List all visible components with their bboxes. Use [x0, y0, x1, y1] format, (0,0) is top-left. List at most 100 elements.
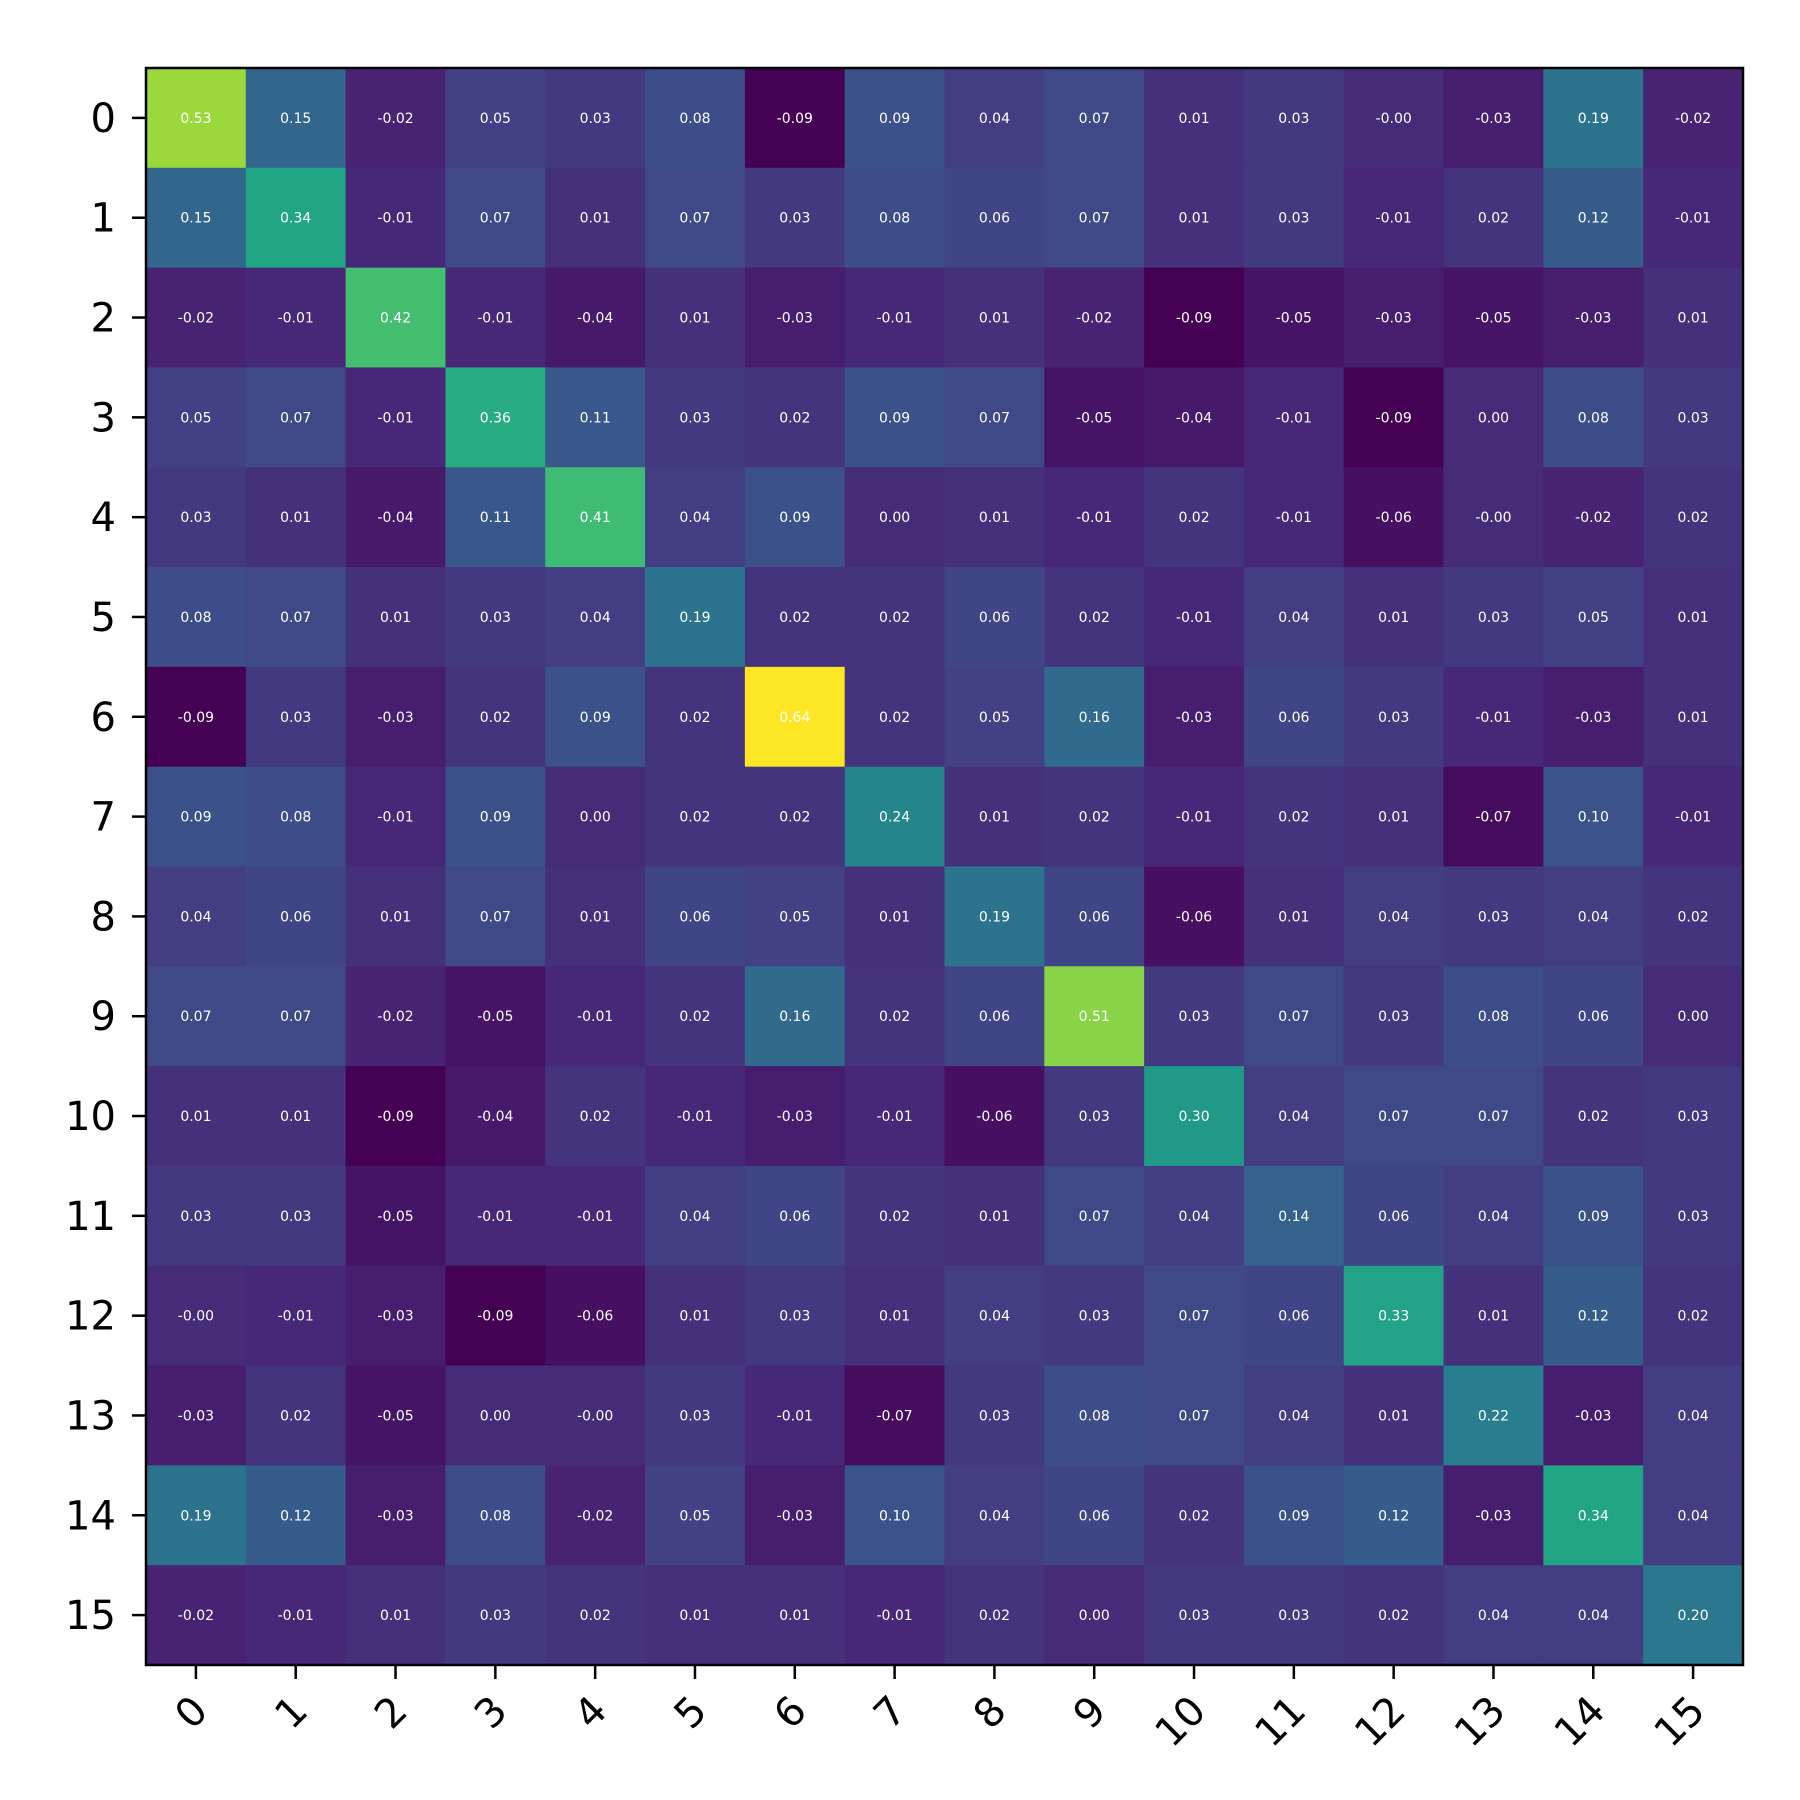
- heatmap-cell: [245, 567, 347, 668]
- heatmap-cell: [1044, 68, 1145, 169]
- x-tick-label: 8: [965, 1688, 1016, 1739]
- cell-value-label: -0.01: [1675, 810, 1711, 826]
- y-tick-label: 5: [91, 595, 116, 641]
- heatmap-cell: [1044, 1165, 1145, 1267]
- heatmap-cell: [445, 1165, 546, 1267]
- heatmap-cell: [1243, 567, 1345, 668]
- heatmap-cell: [944, 766, 1045, 868]
- heatmap-cell: [645, 666, 746, 768]
- cell-value-label: 0.01: [580, 909, 611, 925]
- cell-value-label: 0.34: [1578, 1508, 1609, 1524]
- y-tick-label: 7: [91, 795, 116, 841]
- cell-value-label: 0.06: [280, 909, 311, 925]
- cell-value-label: 0.01: [1278, 909, 1309, 925]
- heatmap-cell: [1343, 267, 1445, 369]
- heatmap-cell: [1144, 367, 1245, 468]
- y-tick-label: 11: [65, 1194, 116, 1240]
- cell-value-label: -0.05: [1076, 410, 1112, 426]
- cell-value-label: 0.05: [480, 111, 511, 127]
- y-tick-label: 6: [91, 695, 116, 741]
- cell-value-label: 0.11: [580, 410, 611, 426]
- heatmap-cell: [1044, 1465, 1145, 1566]
- cell-value-label: -0.03: [777, 311, 813, 327]
- heatmap-cell: [744, 1066, 846, 1167]
- cell-value-label: 0.01: [280, 510, 311, 526]
- cell-value-label: 0.08: [280, 810, 311, 826]
- cell-value-label: 0.16: [779, 1009, 810, 1025]
- cell-value-label: -0.01: [278, 311, 314, 327]
- cell-value-label: 0.00: [580, 810, 611, 826]
- cell-value-label: 0.01: [1178, 211, 1209, 227]
- cell-value-label: -0.03: [1575, 1408, 1611, 1424]
- heatmap-cell: [545, 68, 646, 169]
- heatmap-cell: [345, 467, 447, 568]
- heatmap-cell: [1243, 1165, 1345, 1267]
- heatmap-cell: [245, 1565, 347, 1666]
- heatmap-cell: [1343, 1265, 1445, 1367]
- heatmap-cell: [1144, 866, 1245, 967]
- cell-value-label: 0.09: [879, 111, 910, 127]
- cell-value-label: 0.05: [180, 410, 211, 426]
- heatmap-cell: [1643, 367, 1744, 468]
- heatmap-cell: [1543, 966, 1644, 1067]
- heatmap-cell: [545, 1165, 646, 1267]
- heatmap-cell: [445, 367, 546, 468]
- cell-value-label: 0.01: [1678, 311, 1709, 327]
- cell-value-label: 0.03: [779, 1309, 810, 1325]
- cell-value-label: 0.00: [879, 510, 910, 526]
- cell-value-label: 0.05: [679, 1508, 710, 1524]
- heatmap-cell: [445, 267, 546, 369]
- cell-value-label: 0.01: [280, 1109, 311, 1125]
- heatmap-cell: [1044, 866, 1145, 967]
- heatmap-cell: [1543, 1465, 1644, 1566]
- heatmap-cell: [445, 966, 546, 1067]
- cell-value-label: -0.09: [1176, 311, 1212, 327]
- heatmap-cell: [245, 966, 347, 1067]
- cell-value-label: 0.08: [879, 211, 910, 227]
- cell-value-label: 0.03: [979, 1408, 1010, 1424]
- heatmap-cell: [1643, 267, 1744, 369]
- heatmap-cell: [1443, 367, 1544, 468]
- heatmap-cell: [944, 866, 1045, 967]
- cell-value-label: 0.05: [779, 909, 810, 925]
- cell-value-label: -0.03: [1176, 710, 1212, 726]
- cell-value-label: 0.05: [1578, 610, 1609, 626]
- heatmap-cell: [944, 666, 1045, 768]
- cell-value-label: -0.01: [1376, 211, 1412, 227]
- cell-value-label: 0.03: [1278, 1608, 1309, 1624]
- cell-value-label: 0.19: [979, 909, 1010, 925]
- cell-value-label: -0.00: [1376, 111, 1412, 127]
- heatmap-cell: [146, 167, 247, 269]
- x-axis: 0 1 2 3 4 5 6 7 8 9 10 11 12 13 14 15: [166, 1665, 1714, 1756]
- heatmap-cell: [445, 1365, 546, 1466]
- heatmap-cell: [146, 766, 247, 868]
- heatmap-cell: [645, 1066, 746, 1167]
- heatmap-cell: [245, 766, 347, 868]
- x-tick-label: 11: [1246, 1688, 1315, 1757]
- cell-value-label: 0.04: [1478, 1608, 1509, 1624]
- cell-value-label: -0.03: [1575, 710, 1611, 726]
- heatmap-cell: [1643, 1365, 1744, 1466]
- cell-value-label: 0.02: [580, 1109, 611, 1125]
- cell-value-label: 0.07: [280, 610, 311, 626]
- heatmap-cell: [1044, 1365, 1145, 1466]
- heatmap-cell: [844, 1565, 946, 1666]
- cell-value-label: 0.04: [979, 1508, 1010, 1524]
- cell-value-label: 0.06: [979, 610, 1010, 626]
- cell-value-label: 0.02: [779, 610, 810, 626]
- heatmap-cell: [245, 68, 347, 169]
- heatmap-cell: [1343, 666, 1445, 768]
- y-tick-label: 14: [65, 1493, 116, 1539]
- cell-value-label: 0.09: [180, 810, 211, 826]
- heatmap-cell: [545, 367, 646, 468]
- heatmap-cell: [1543, 1066, 1644, 1167]
- cell-value-label: -0.02: [1076, 311, 1112, 327]
- heatmap-cell: [1643, 567, 1744, 668]
- heatmap-cell: [844, 1165, 946, 1267]
- cell-value-label: -0.02: [377, 111, 413, 127]
- y-tick-label: 1: [91, 196, 116, 242]
- cell-value-label: -0.01: [278, 1608, 314, 1624]
- heatmap-cell: [1144, 567, 1245, 668]
- cell-value-label: 0.03: [779, 211, 810, 227]
- heatmap-cell: [345, 666, 447, 768]
